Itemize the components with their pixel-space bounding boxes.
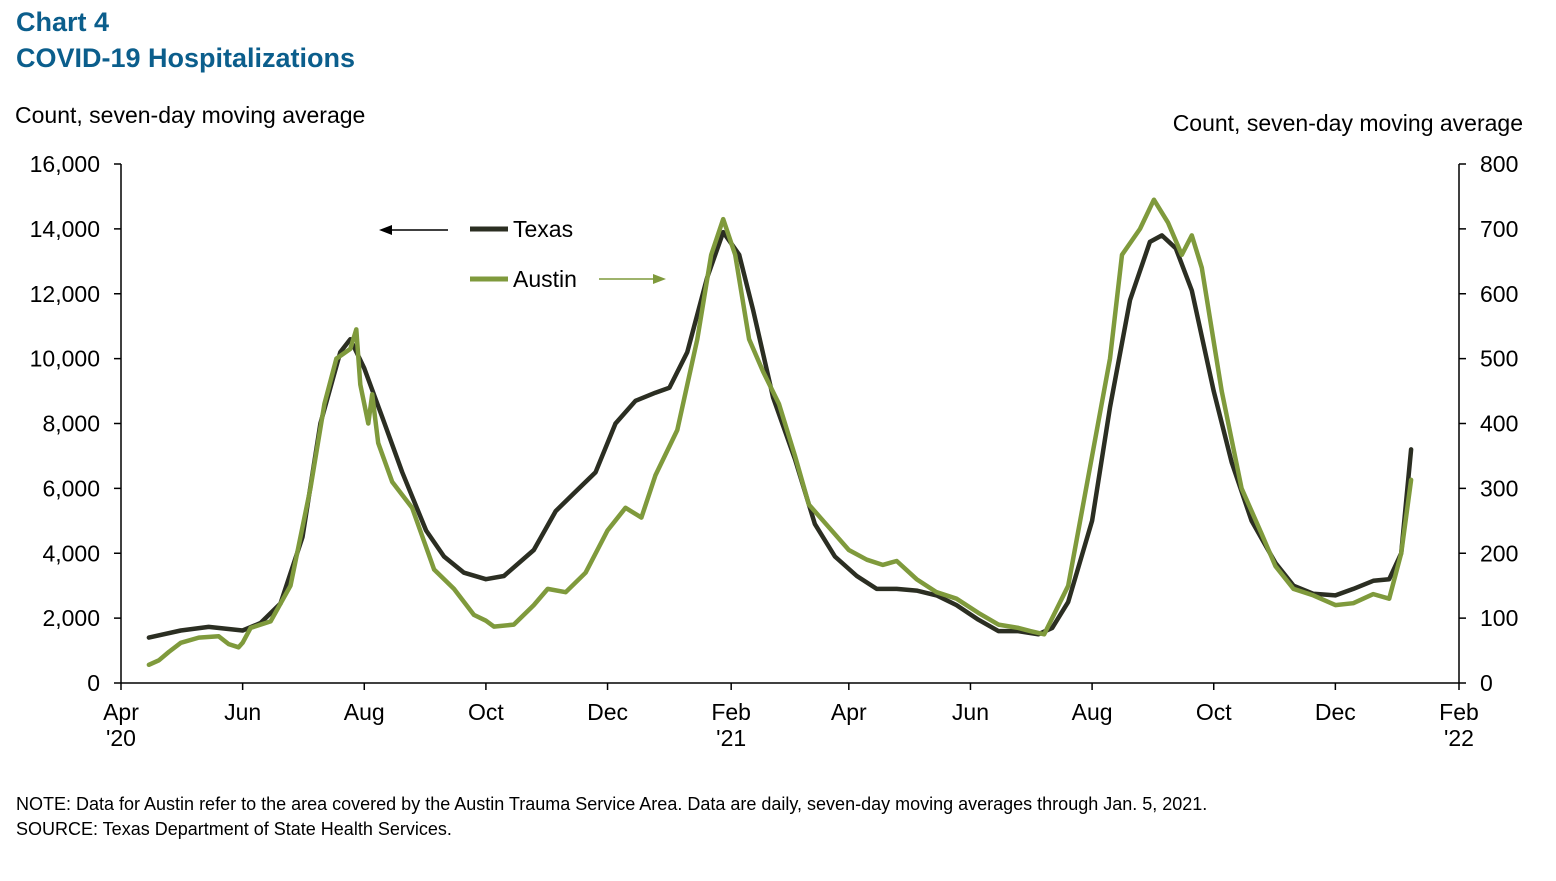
legend-label-austin: Austin <box>513 266 577 292</box>
x-tick-year-label: '20 <box>106 725 136 751</box>
series-line-austin <box>146 197 1414 668</box>
x-tick-label: Dec <box>1315 699 1356 725</box>
legend-arrowhead-austin <box>653 274 666 284</box>
x-tick-year-label: '21 <box>716 725 746 751</box>
chart-number: Chart 4 <box>16 7 110 37</box>
right-tick-label: 0 <box>1480 670 1493 696</box>
left-tick-label: 16,000 <box>30 151 100 177</box>
right-tick-label: 400 <box>1480 411 1518 437</box>
x-tick-label: Oct <box>1196 699 1232 725</box>
legend-arrowhead-texas <box>379 225 392 235</box>
left-tick-label: 2,000 <box>42 605 100 631</box>
x-tick-label: Jun <box>952 699 989 725</box>
x-tick-label: Aug <box>344 699 385 725</box>
right-tick-label: 300 <box>1480 475 1518 501</box>
right-tick-label: 500 <box>1480 346 1518 372</box>
x-tick-label: Aug <box>1072 699 1113 725</box>
source-text: SOURCE: Texas Department of State Health… <box>16 819 452 839</box>
right-tick-label: 700 <box>1480 216 1518 242</box>
chart-title: COVID-19 Hospitalizations <box>16 43 356 73</box>
right-tick-label: 200 <box>1480 540 1518 566</box>
right-tick-label: 800 <box>1480 151 1518 177</box>
x-tick-label: Jun <box>224 699 261 725</box>
left-tick-label: 8,000 <box>42 411 100 437</box>
legend: Texas Austin <box>379 216 666 292</box>
axes: 0 2,000 4,000 6,000 8,000 10,000 12,000 14,000 1… <box>30 151 1519 751</box>
x-tick-label: Oct <box>468 699 504 725</box>
series-lines <box>146 197 1414 668</box>
legend-label-texas: Texas <box>513 216 573 242</box>
left-tick-label: 10,000 <box>30 346 100 372</box>
left-tick-label: 0 <box>87 670 100 696</box>
note-text: NOTE: Data for Austin refer to the area … <box>16 794 1208 814</box>
x-tick-year-label: '22 <box>1444 725 1474 751</box>
left-tick-label: 14,000 <box>30 216 100 242</box>
right-tick-label: 100 <box>1480 605 1518 631</box>
x-tick-label: Dec <box>587 699 628 725</box>
x-tick-label: Apr <box>103 699 139 725</box>
left-tick-label: 4,000 <box>42 540 100 566</box>
footnotes: NOTE: Data for Austin refer to the area … <box>16 792 1207 842</box>
right-axis-label: Count, seven-day moving average <box>1172 110 1523 136</box>
title-block: Chart 4 COVID-19 Hospitalizations <box>16 4 355 76</box>
x-tick-label: Feb <box>711 699 751 725</box>
left-axis-label: Count, seven-day moving average <box>15 102 366 128</box>
right-tick-label: 600 <box>1480 281 1518 307</box>
left-tick-label: 12,000 <box>30 281 100 307</box>
x-tick-label: Apr <box>831 699 867 725</box>
series-line-texas <box>146 229 1414 640</box>
x-tick-label: Feb <box>1439 699 1479 725</box>
left-tick-label: 6,000 <box>42 475 100 501</box>
